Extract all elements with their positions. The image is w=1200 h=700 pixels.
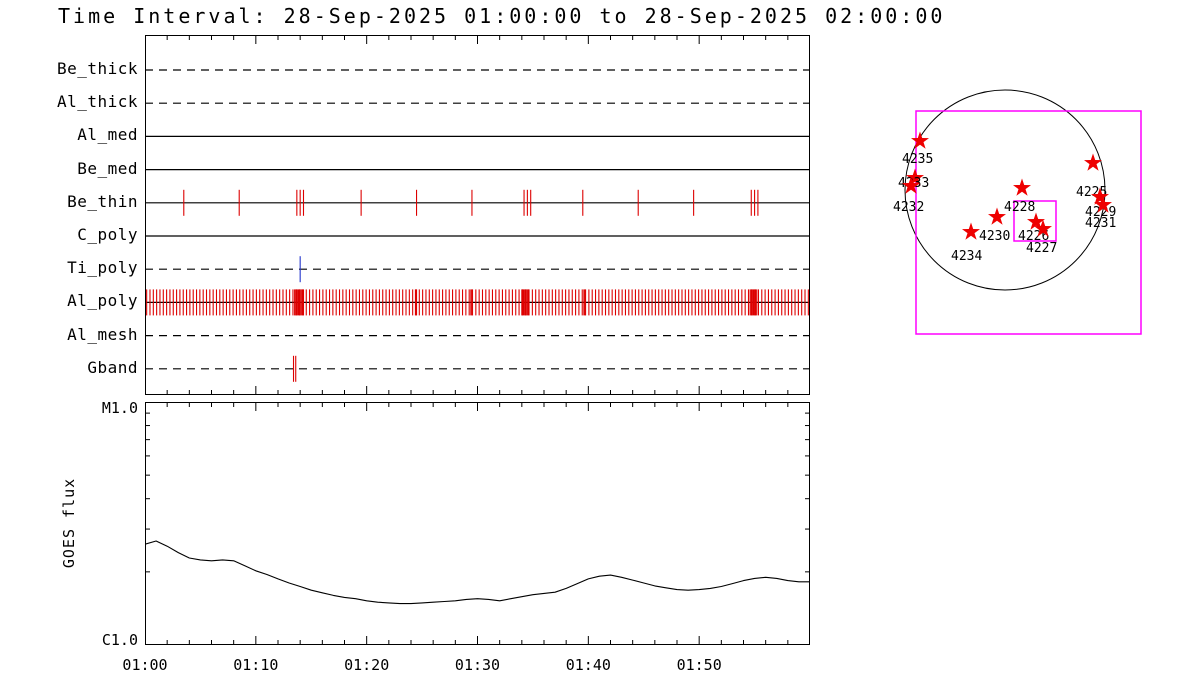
goes-flux-curve <box>145 540 810 605</box>
filter-label-Al_med: Al_med <box>77 125 138 145</box>
time-tick-label-01:00: 01:00 <box>122 656 168 674</box>
goes-y-top-label: M1.0 <box>101 399 138 417</box>
filter-label-Al_mesh: Al_mesh <box>67 324 138 344</box>
time-tick-label-01:30: 01:30 <box>454 656 501 674</box>
active-region-label-4235: 4235 <box>902 152 933 167</box>
active-region-star-icon-4230 <box>988 207 1006 225</box>
active-region-star-icon-4226 <box>1027 212 1045 230</box>
active-region-star-icon-4232 <box>902 176 920 194</box>
active-region-label-4234: 4234 <box>951 249 982 264</box>
filter-label-Al_poly: Al_poly <box>67 291 138 311</box>
filter-label-Be_med: Be_med <box>77 158 138 178</box>
timeline-border <box>145 35 810 395</box>
active-region-star-icon-4227 <box>1034 219 1052 237</box>
active-region-star-icon-4235 <box>911 131 929 149</box>
xrt-exposure-timeline-panel <box>145 35 810 395</box>
active-region-star-icon-4228 <box>1013 178 1031 196</box>
active-region-label-4228: 4228 <box>1004 200 1035 215</box>
goes-flux-panel <box>145 402 810 645</box>
active-region-label-4229: 4229 <box>1085 205 1116 220</box>
time-tick-label-01:10: 01:10 <box>233 656 279 674</box>
active-region-label-4227: 4227 <box>1026 241 1057 256</box>
time-tick-label-01:40: 01:40 <box>565 656 611 674</box>
filter-label-Be_thin: Be_thin <box>67 191 138 211</box>
time-tick-label-01:50: 01:50 <box>676 656 722 674</box>
solar-limb-circle <box>904 89 1106 291</box>
active-region-label-4232: 4232 <box>893 200 924 215</box>
filter-label-C_poly: C_poly <box>77 225 138 244</box>
active-region-label-4231: 4231 <box>1085 216 1116 231</box>
fov-box-0 <box>915 110 1142 335</box>
time-tick-label-01:20: 01:20 <box>344 656 390 674</box>
goes-axis-title: GOES flux <box>60 477 78 569</box>
time-interval-title: Time Interval: 28-Sep-2025 01:00:00 to 2… <box>58 4 946 28</box>
active-region-star-icon-4234 <box>962 222 980 240</box>
active-region-star-icon-4229 <box>1091 187 1109 205</box>
active-region-star-icon-4233 <box>906 168 924 186</box>
active-region-star-icon-4225 <box>1084 153 1102 171</box>
fov-box-1 <box>1013 200 1057 242</box>
goes-y-bottom-label: C1.0 <box>101 631 138 649</box>
goes-border <box>145 402 810 645</box>
active-region-label-4230: 4230 <box>979 229 1010 244</box>
solar-disk-map-panel: 4235423342324228423042264227423442254229… <box>893 89 1142 335</box>
filter-label-Be_thick: Be_thick <box>56 59 138 78</box>
filter-label-Ti_poly: Ti_poly <box>67 258 138 278</box>
filter-label-Al_thick: Al_thick <box>56 92 138 112</box>
filter-label-Gband: Gband <box>87 357 138 377</box>
active-region-star-icon-4231 <box>1094 195 1112 213</box>
